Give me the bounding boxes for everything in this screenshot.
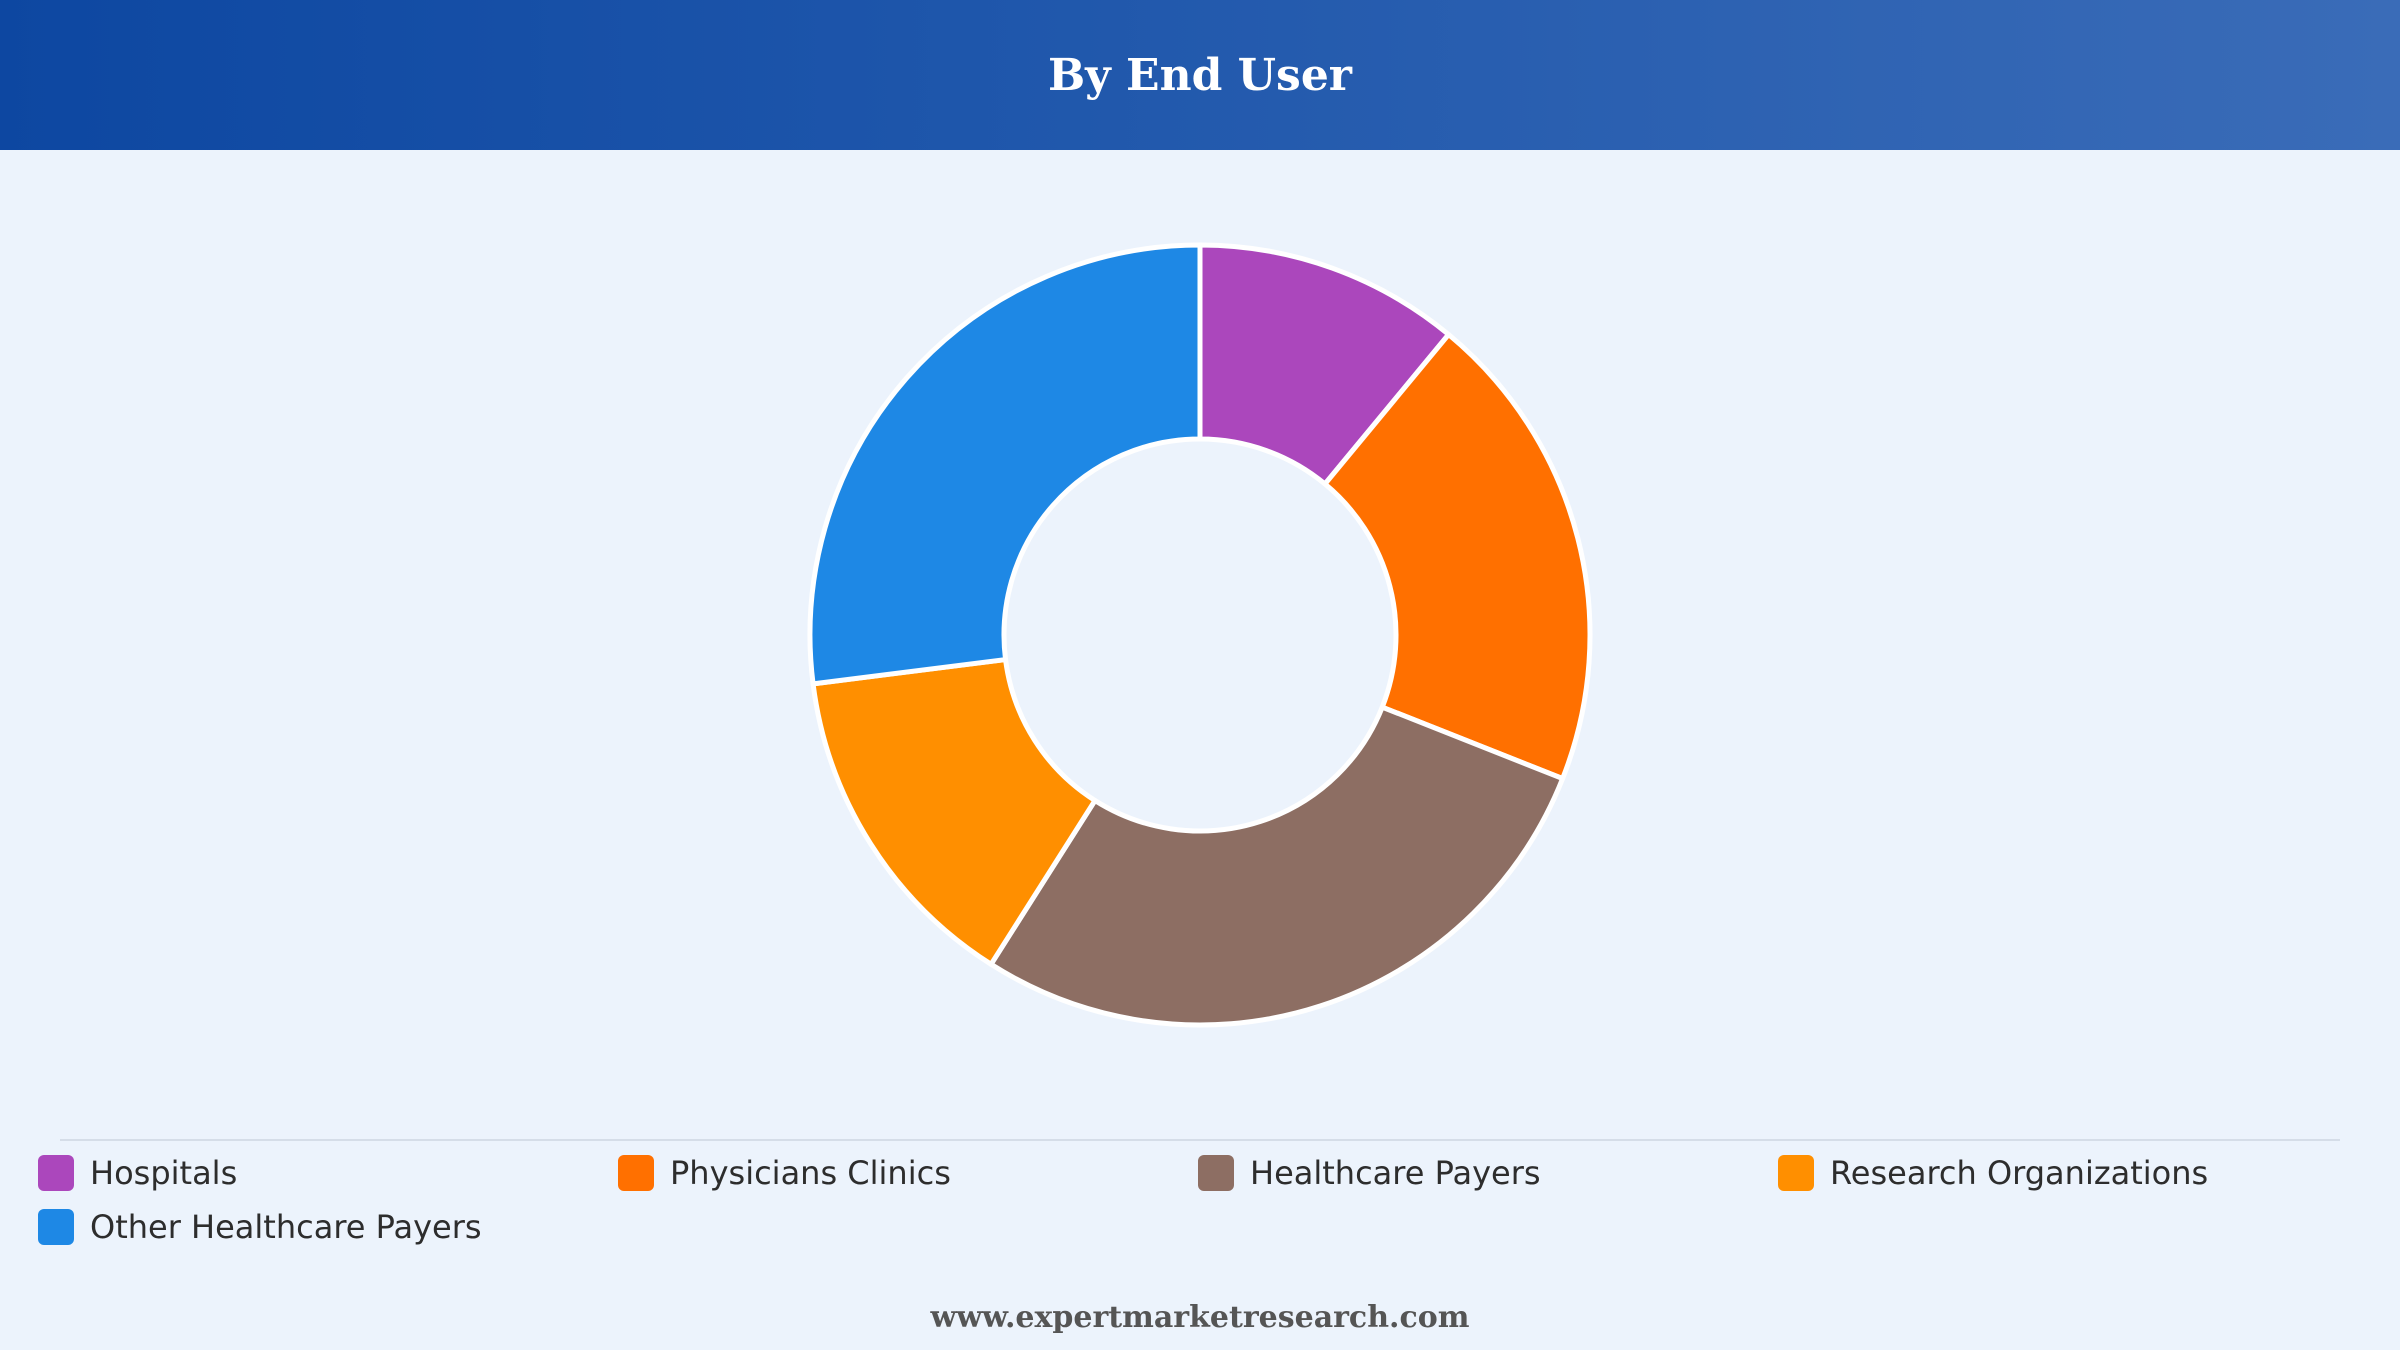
legend-swatch <box>38 1209 74 1245</box>
donut-slice-other-healthcare-payers[interactable] <box>807 242 1203 687</box>
legend-label: Hospitals <box>90 1154 238 1192</box>
footer-website: www.expertmarketresearch.com <box>930 1300 1470 1335</box>
legend-label: Healthcare Payers <box>1250 1154 1541 1192</box>
legend-item-other-healthcare-payers[interactable]: Other Healthcare Payers <box>38 1208 618 1246</box>
legend-swatch <box>1778 1155 1814 1191</box>
legend-label: Physicians Clinics <box>670 1154 951 1192</box>
donut-slice-research-organizations[interactable] <box>810 657 1098 967</box>
legend-item-hospitals[interactable]: Hospitals <box>38 1154 618 1192</box>
legend-swatch <box>38 1155 74 1191</box>
donut-chart <box>807 242 1593 1028</box>
header-bar: By End User <box>0 0 2400 150</box>
legend-swatch <box>1198 1155 1234 1191</box>
legend-swatch <box>618 1155 654 1191</box>
legend-label: Other Healthcare Payers <box>90 1208 482 1246</box>
donut-slice-physicians-clinics[interactable] <box>1322 332 1593 782</box>
legend-item-physicians-clinics[interactable]: Physicians Clinics <box>618 1154 1198 1192</box>
donut-chart-area <box>0 150 2400 1130</box>
donut-slice-hospitals[interactable] <box>1197 242 1452 487</box>
donut-slice-healthcare-payers[interactable] <box>988 704 1566 1028</box>
legend-label: Research Organizations <box>1830 1154 2209 1192</box>
legend: Hospitals Physicians Clinics Healthcare Pa… <box>38 1154 2368 1246</box>
legend-item-research-organizations[interactable]: Research Organizations <box>1778 1154 2358 1192</box>
legend-item-healthcare-payers[interactable]: Healthcare Payers <box>1198 1154 1778 1192</box>
chart-title: By End User <box>1047 49 1352 101</box>
legend-divider <box>60 1139 2340 1141</box>
